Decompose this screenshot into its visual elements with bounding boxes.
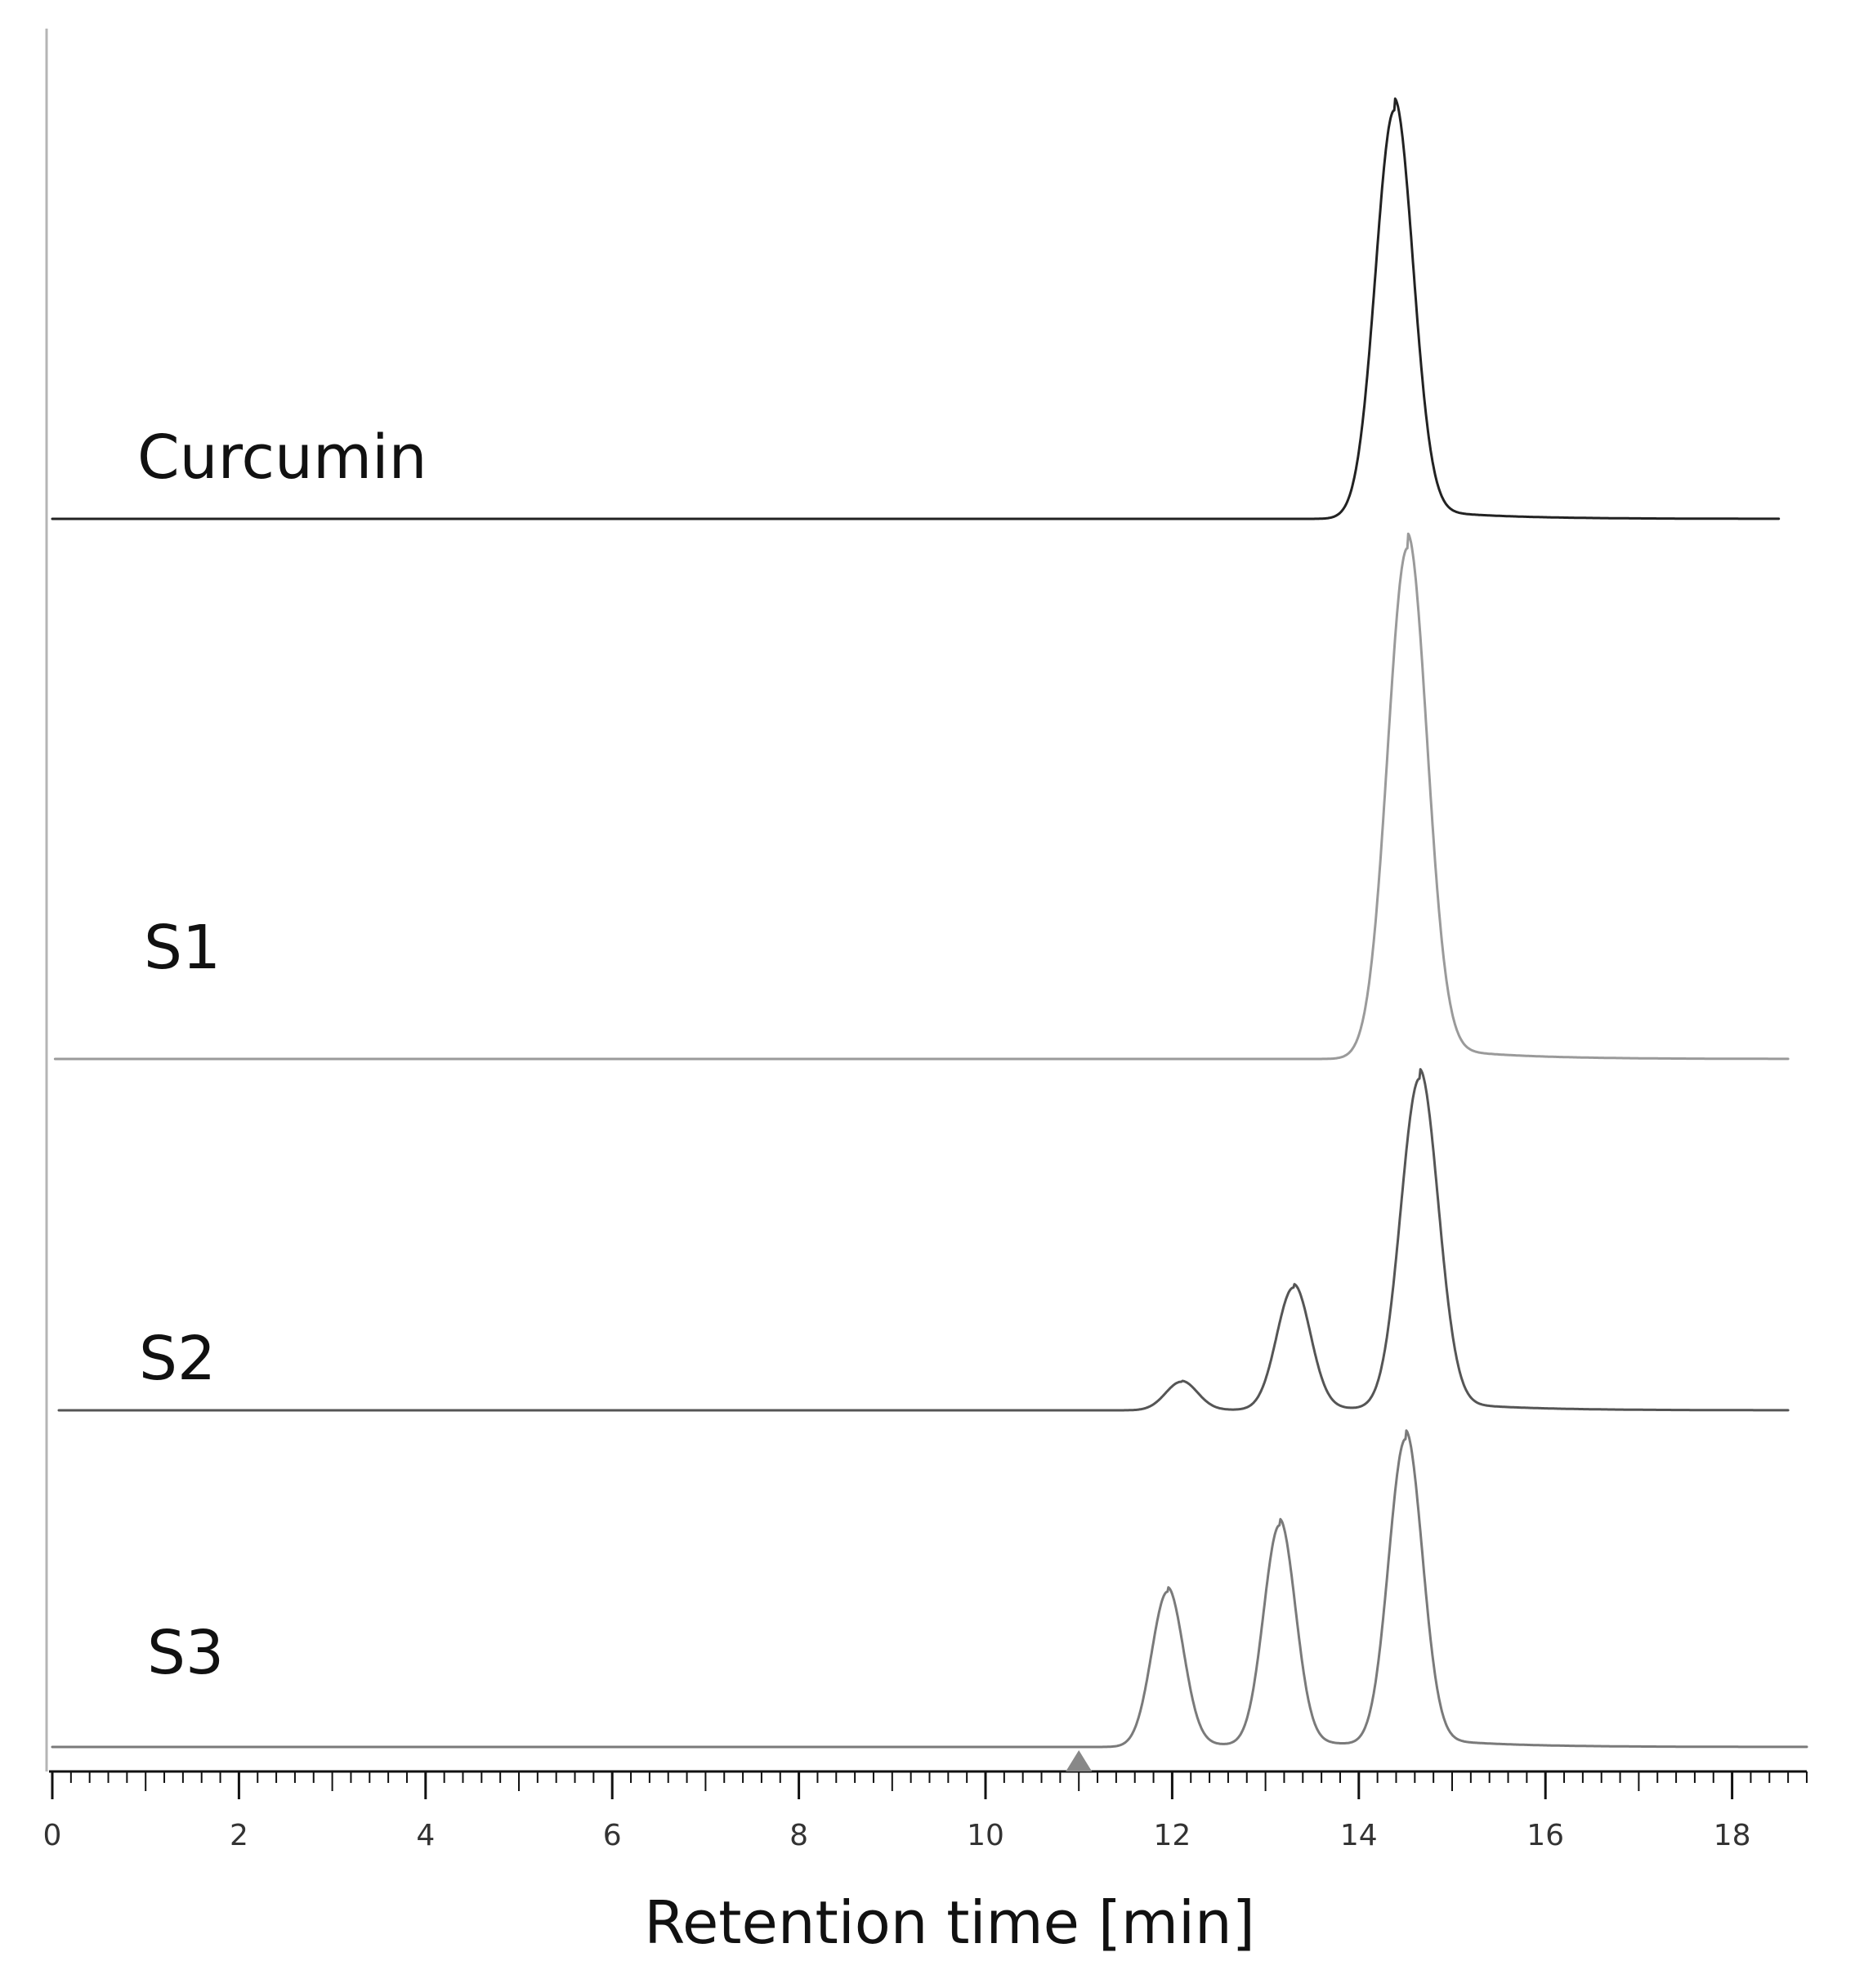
x-axis-title: Retention time [min]	[644, 1888, 1255, 1957]
x-tick-label: 0	[43, 1819, 62, 1852]
injection-marker-icon	[1066, 1750, 1093, 1771]
trace-labels: Curcumin S1 S2 S3	[137, 422, 427, 1688]
x-tick-label: 14	[1340, 1819, 1378, 1852]
chromatogram-traces	[51, 97, 1808, 1749]
x-tick-label: 2	[230, 1819, 248, 1852]
x-axis: 0 2 4 6 8 10 12 14 16 18	[43, 29, 1808, 1852]
x-tick-label: 10	[967, 1819, 1004, 1852]
x-tick-label: 4	[416, 1819, 435, 1852]
x-tick-label: 12	[1153, 1819, 1191, 1852]
trace-s1	[53, 532, 1790, 1061]
x-tick-label: 16	[1526, 1819, 1564, 1852]
x-tick-label: 8	[789, 1819, 808, 1852]
x-tick-label: 6	[603, 1819, 622, 1852]
trace-label-s2: S2	[139, 1324, 216, 1394]
trace-label-s3: S3	[147, 1618, 224, 1688]
trace-label-curcumin: Curcumin	[137, 422, 427, 493]
trace-label-s1: S1	[144, 913, 221, 983]
trace-s3	[51, 1429, 1808, 1749]
x-tick-label: 18	[1714, 1819, 1751, 1852]
trace-curcumin	[51, 97, 1781, 520]
trace-s2	[57, 1068, 1790, 1412]
